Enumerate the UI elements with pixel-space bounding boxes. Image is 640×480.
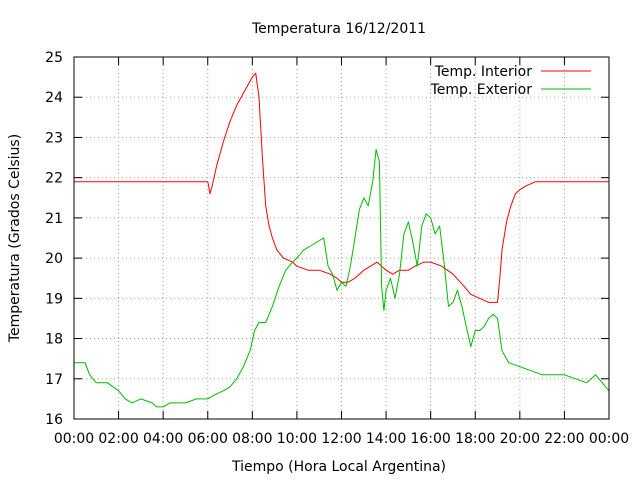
- series-line-interior: [74, 72, 609, 303]
- x-tick-label: 16:00: [410, 431, 450, 447]
- x-tick-label: 04:00: [143, 431, 183, 447]
- x-tick-labels: 00:00 02:00 04:00 06:00 08:00 10:00 12:00 14:00…: [54, 431, 629, 447]
- x-tick-label: 12:00: [321, 431, 361, 447]
- grid-lines: [74, 57, 609, 419]
- x-tick-label: 22:00: [544, 431, 584, 447]
- y-tick-label: 19: [45, 291, 63, 307]
- x-axis-label: Tiempo (Hora Local Argentina): [231, 459, 446, 475]
- x-tick-label: 02:00: [98, 431, 138, 447]
- y-tick-labels: 16 17 18 19 20 21 22 23 24 25: [45, 50, 63, 428]
- legend-label: Temp. Interior: [434, 64, 533, 80]
- x-tick-label: 08:00: [232, 431, 272, 447]
- x-tick-label: 10:00: [277, 431, 317, 447]
- plot-frame: [73, 56, 610, 420]
- y-tick-label: 23: [45, 130, 63, 146]
- y-tick-label: 25: [45, 50, 63, 66]
- y-tick-label: 21: [45, 211, 63, 227]
- y-tick-label: 16: [45, 412, 63, 428]
- y-tick-label: 18: [45, 332, 63, 348]
- y-tick-label: 20: [45, 251, 63, 267]
- x-tick-label: 14:00: [366, 431, 406, 447]
- x-tick-label: 00:00: [589, 431, 629, 447]
- legend-label: Temp. Exterior: [430, 82, 533, 98]
- y-tick-label: 17: [45, 372, 63, 388]
- x-tick-label: 06:00: [188, 431, 228, 447]
- y-tick-label: 24: [45, 90, 63, 106]
- chart-title: Temperatura 16/12/2011: [251, 21, 426, 37]
- x-tick-label: 20:00: [500, 431, 540, 447]
- series-lines: [74, 72, 610, 408]
- y-axis-label: Temperatura (Grados Celsius): [7, 134, 23, 343]
- y-tick-label: 22: [45, 171, 63, 187]
- legend: Temp. Interior Temp. Exterior: [430, 64, 591, 98]
- x-tick-label: 18:00: [455, 431, 495, 447]
- x-tick-label: 00:00: [54, 431, 94, 447]
- series-line-exterior: [74, 149, 610, 408]
